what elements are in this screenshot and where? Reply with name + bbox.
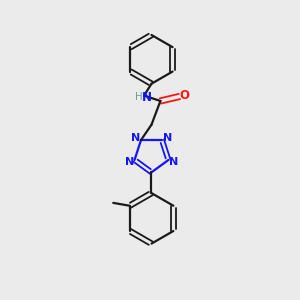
Text: O: O <box>179 88 189 101</box>
Text: N: N <box>163 133 172 143</box>
Text: H: H <box>135 92 142 102</box>
Text: N: N <box>169 157 178 167</box>
Text: N: N <box>131 133 140 143</box>
Text: N: N <box>142 91 152 103</box>
Text: N: N <box>124 157 134 167</box>
